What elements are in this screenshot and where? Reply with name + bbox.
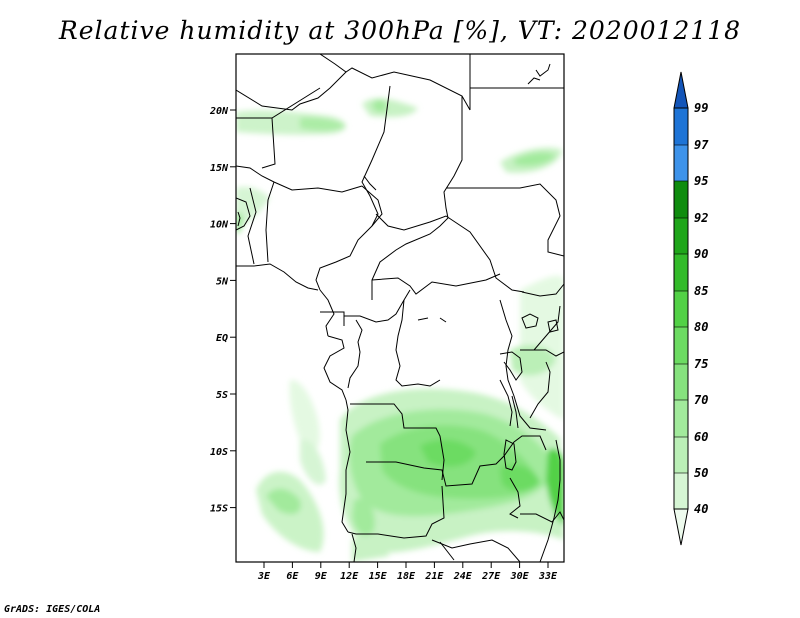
lat-label: 15S [210, 504, 228, 515]
lat-label: 20N [209, 106, 229, 117]
lon-label: 27E [481, 571, 501, 582]
colorbar-swatch [674, 254, 688, 291]
chart-title: Relative humidity at 300hPa [%], VT: 202… [58, 16, 742, 45]
lat-label: 10N [210, 220, 229, 231]
lon-label: 9E [315, 571, 328, 582]
map-frame [235, 53, 565, 563]
colorbar-swatch [674, 145, 688, 181]
lon-label: 3E [257, 571, 271, 582]
humidity-region-ne-core [514, 152, 556, 166]
grads-credit: GrADS: IGES/COLA [4, 604, 101, 615]
lat-label: 5S [216, 390, 228, 401]
colorbar-swatch [674, 181, 688, 218]
colorbar-label: 40 [694, 502, 708, 516]
lon-label: 6E [286, 571, 299, 582]
colorbar-label: 99 [694, 101, 708, 115]
colorbar-swatch [674, 400, 688, 437]
country-borders [236, 54, 564, 562]
lat-label: 15N [210, 163, 229, 174]
lon-label: 18E [397, 571, 416, 582]
colorbar: 40 50 60 70 75 80 85 90 92 95 97 99 [673, 71, 709, 546]
colorbar-label: 75 [694, 357, 708, 371]
colorbar-label: 97 [694, 138, 709, 152]
colorbar-swatch [674, 291, 688, 327]
lon-label: 12E [340, 571, 359, 582]
lon-label: 24E [453, 571, 473, 582]
colorbar-swatch [673, 508, 689, 546]
colorbar-label: 85 [694, 284, 708, 298]
colorbar-swatch [674, 473, 688, 509]
colorbar-label: 90 [694, 247, 708, 261]
lon-label: 33E [538, 571, 558, 582]
colorbar-label: 70 [694, 393, 708, 407]
lat-label: EQ [216, 333, 228, 344]
colorbar-swatch [674, 218, 688, 254]
colorbar-swatch [674, 364, 688, 400]
colorbar-swatch [674, 108, 688, 145]
colorbar-label: 50 [694, 466, 708, 480]
colorbar-swatch [674, 327, 688, 364]
humidity-region-n [362, 98, 418, 118]
colorbar-swatch [674, 437, 688, 473]
humidity-region-nw-core [300, 117, 346, 131]
humidity-region-n-core [372, 99, 387, 112]
lat-label: 10S [210, 447, 228, 458]
humidity-field [236, 98, 564, 562]
colorbar-label: 80 [694, 320, 708, 334]
lon-label: 21E [424, 571, 444, 582]
latitude-axis: 20N 15N 10N 5N EQ 5S 10S 15S [209, 106, 236, 515]
colorbar-swatch [673, 71, 689, 109]
colorbar-label: 95 [694, 174, 708, 188]
longitude-axis: 3E 6E 9E 12E 15E 18E 21E 24E 27E 30E 33E [257, 562, 558, 582]
colorbar-label: 92 [694, 211, 708, 225]
colorbar-label: 60 [694, 430, 708, 444]
lon-label: 30E [510, 571, 530, 582]
lat-label: 5N [216, 276, 229, 287]
lon-label: 15E [369, 571, 388, 582]
